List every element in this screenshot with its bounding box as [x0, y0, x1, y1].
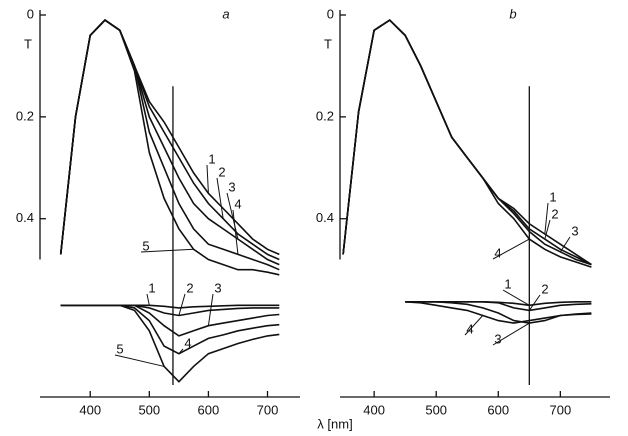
leader-line	[544, 219, 551, 240]
x-tick-label: 600	[487, 402, 509, 417]
curve	[342, 19, 592, 266]
leader-line	[226, 192, 239, 240]
curve	[59, 19, 280, 256]
leader-line	[559, 236, 571, 253]
curve	[405, 301, 592, 312]
curve-label: 3	[214, 280, 221, 295]
y-tick-label: 0.2	[16, 108, 34, 123]
x-tick-label: 600	[198, 402, 220, 417]
leader-line	[140, 248, 194, 253]
curve-label: 2	[541, 281, 548, 296]
curve-label: 2	[218, 164, 225, 179]
curve-label: 2	[551, 206, 558, 221]
curve-label: 1	[148, 280, 155, 295]
y-tick-label: 0.4	[316, 210, 334, 225]
x-tick-label: 400	[363, 402, 385, 417]
curve	[59, 19, 280, 261]
leader-line	[464, 315, 484, 336]
curve-label: 4	[184, 335, 191, 350]
leader-line	[114, 354, 165, 367]
leader-line	[146, 293, 150, 306]
curve-label: 1	[504, 276, 511, 291]
y-tick-label: 0.2	[316, 108, 334, 123]
y-axis-label: T	[324, 36, 332, 51]
x-tick-label: 700	[549, 402, 571, 417]
curve-label: 3	[494, 331, 501, 346]
leader-line	[492, 238, 530, 260]
curve	[60, 304, 280, 383]
x-axis-label: λ [nm]	[317, 416, 352, 431]
curve-label: 1	[208, 151, 215, 166]
panel-label: a	[222, 6, 229, 21]
curve-label: 5	[116, 341, 123, 356]
leader-line	[178, 293, 186, 316]
leader-line	[502, 289, 530, 306]
curve-label: 3	[571, 223, 578, 238]
leader-line	[232, 209, 239, 255]
curve	[342, 19, 592, 266]
curve	[405, 301, 592, 324]
curve	[59, 19, 280, 276]
x-tick-label: 400	[79, 402, 101, 417]
curve-label: 4	[466, 321, 473, 336]
curve	[60, 304, 280, 337]
leader-line	[528, 294, 541, 311]
y-tick-label: 0	[327, 6, 334, 21]
x-tick-label: 700	[257, 402, 279, 417]
curve-label: 3	[228, 179, 235, 194]
curve-label: 4	[234, 196, 241, 211]
curve-label: 4	[494, 245, 501, 260]
curve	[342, 19, 592, 266]
x-tick-label: 500	[138, 402, 160, 417]
curve-label: 1	[549, 189, 556, 204]
y-tick-label: 0.4	[16, 210, 34, 225]
panel-label: b	[509, 6, 516, 21]
curve-label: 2	[186, 280, 193, 295]
leader-line	[206, 164, 209, 194]
leader-line	[216, 177, 224, 219]
curve-label: 5	[142, 238, 149, 253]
leader-line	[178, 348, 184, 355]
curve	[342, 19, 592, 268]
x-tick-label: 500	[425, 402, 447, 417]
y-axis-label: T	[24, 36, 32, 51]
leader-line	[492, 322, 530, 346]
y-tick-label: 0	[27, 6, 34, 21]
leader-line	[544, 202, 549, 235]
leader-line	[207, 293, 214, 326]
